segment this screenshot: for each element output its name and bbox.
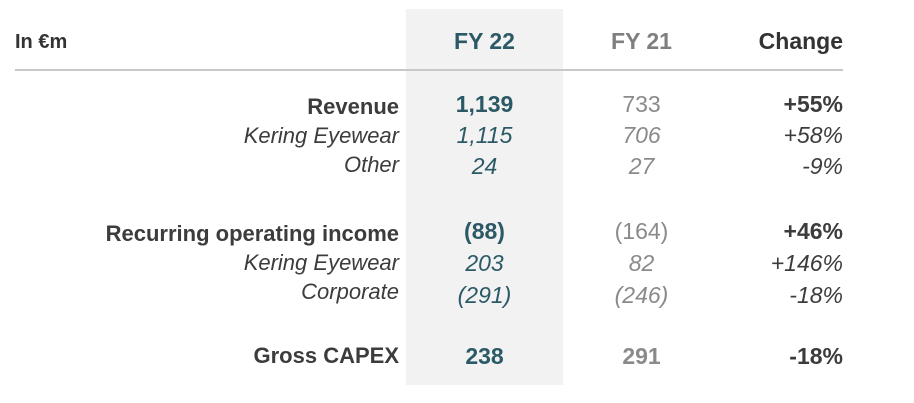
row-change-other: -9%: [802, 153, 843, 179]
row-fy21-corporate: (246): [614, 282, 669, 308]
row-label-kering-eyewear-roi: Kering Eyewear: [243, 250, 399, 275]
row-fy22-corporate: (291): [457, 282, 512, 308]
fy21-header: FY 21: [611, 28, 672, 54]
row-label-kering-eyewear-revenue: Kering Eyewear: [243, 123, 399, 148]
row-fy21-revenue: 733: [622, 91, 661, 117]
row-label-revenue: Revenue: [307, 94, 399, 119]
row-change-kering-eyewear-roi: +146%: [770, 250, 843, 276]
row-fy22-revenue: 1,139: [455, 91, 514, 117]
header-divider: [15, 69, 843, 71]
unit-header: In €m: [15, 31, 68, 53]
row-label-other: Other: [343, 152, 399, 177]
row-fy22-kering-eyewear-roi: 203: [465, 250, 504, 276]
row-change-recurring-operating-income: +46%: [783, 218, 843, 244]
row-change-corporate: -18%: [789, 282, 843, 308]
row-label-corporate: Corporate: [301, 279, 399, 304]
row-fy22-other: 24: [471, 153, 498, 179]
row-change-revenue: +55%: [783, 91, 843, 117]
fy22-header: FY 22: [454, 28, 515, 54]
fy22-column-highlight: [406, 9, 563, 385]
row-fy21-kering-eyewear-roi: 82: [628, 250, 655, 276]
row-change-gross-capex: -18%: [789, 343, 843, 369]
row-fy22-gross-capex: 238: [465, 343, 504, 369]
row-fy21-other: 27: [628, 153, 655, 179]
row-fy21-gross-capex: 291: [622, 343, 661, 369]
row-fy22-kering-eyewear-revenue: 1,115: [456, 122, 513, 148]
row-label-recurring-operating-income: Recurring operating income: [105, 221, 399, 246]
row-label-gross-capex: Gross CAPEX: [253, 343, 400, 368]
row-fy21-kering-eyewear-revenue: 706: [622, 122, 661, 148]
change-header: Change: [758, 28, 843, 54]
row-fy22-recurring-operating-income: (88): [464, 218, 505, 244]
row-fy21-recurring-operating-income: (164): [614, 218, 669, 244]
row-change-kering-eyewear-revenue: +58%: [783, 122, 843, 148]
